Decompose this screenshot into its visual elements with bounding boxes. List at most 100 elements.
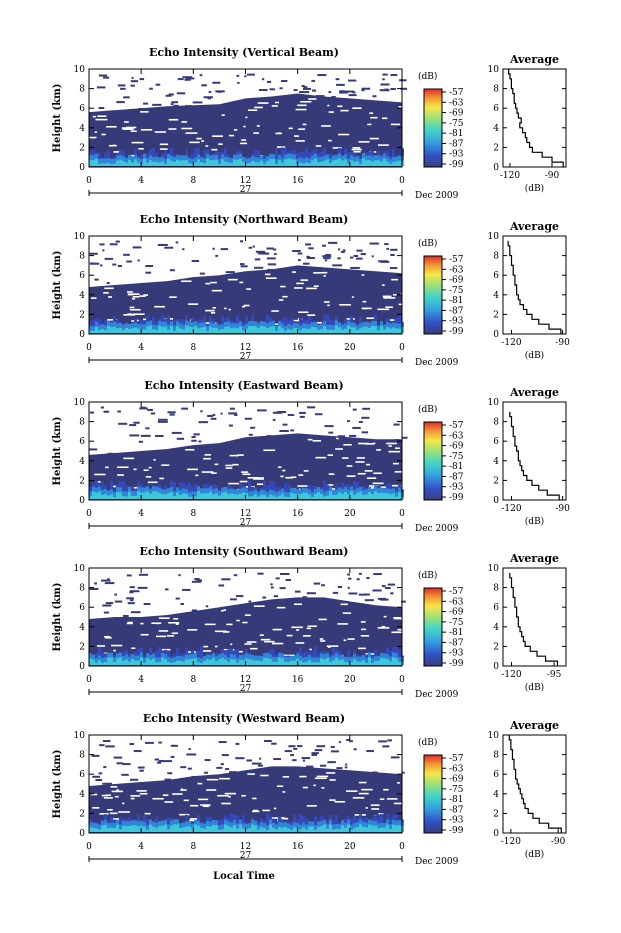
echo-cell (198, 440, 202, 443)
echo-gap (197, 782, 203, 785)
echo-gap (106, 125, 117, 128)
average-y-tick-label: 2 (493, 809, 499, 819)
echo-gap (212, 307, 217, 309)
echo-gap (103, 797, 113, 799)
echo-gap (346, 475, 356, 477)
average-x-tick-label: -90 (545, 171, 560, 181)
echo-gap (355, 461, 365, 463)
echo-gap (140, 633, 149, 636)
echo-gap (95, 118, 108, 121)
echo-cell (390, 592, 394, 595)
echo-cell (212, 413, 216, 416)
echo-gap (211, 289, 223, 292)
echo-cell (344, 766, 348, 769)
echo-gap (264, 273, 271, 276)
date-tick-label: 27 (240, 518, 252, 528)
echo-cell (126, 597, 134, 600)
echo-cell (239, 263, 245, 266)
date-tick-label: 27 (240, 851, 252, 861)
echo-gap (328, 139, 332, 142)
echo-cell (246, 73, 255, 76)
echo-cell (156, 761, 162, 764)
echo-cell (311, 89, 316, 92)
echo-gap (175, 623, 179, 625)
echo-gap (168, 118, 179, 121)
echo-gap (147, 481, 158, 484)
echo-cell (212, 81, 221, 84)
echo-cell (100, 264, 103, 267)
echo-cell (393, 423, 400, 426)
echo-gap (243, 304, 250, 307)
echo-cell (272, 411, 283, 414)
echo-cell (335, 78, 340, 81)
echo-gap (253, 478, 264, 480)
echo-gap (211, 148, 218, 151)
echo-gap (189, 141, 200, 144)
echo-gap (185, 651, 196, 653)
echo-cell (185, 105, 192, 108)
echo-cell (191, 580, 202, 583)
echo-gap (395, 447, 400, 450)
echo-gap (398, 303, 409, 306)
echo-gap (393, 802, 403, 805)
echo-gap (277, 785, 284, 787)
echo-gap (140, 622, 144, 625)
echo-cell (324, 259, 328, 262)
echo-cell (89, 411, 95, 414)
echo-cell (272, 248, 277, 251)
echo-gap (260, 774, 269, 777)
echo-gap (241, 471, 249, 473)
echo-cell (192, 101, 203, 104)
echo-gap (156, 635, 167, 638)
echo-cell (259, 757, 262, 760)
echo-gap (122, 802, 125, 805)
echo-cell (216, 766, 223, 769)
echo-cell (103, 611, 109, 614)
echo-cell (129, 434, 140, 437)
echo-gap (297, 104, 307, 107)
echo-cell (170, 103, 174, 106)
echo-cell (338, 741, 341, 744)
echo-cell (305, 243, 312, 246)
x-tick-label: 8 (190, 509, 196, 519)
echo-cell (387, 739, 392, 742)
echo-gap (107, 319, 118, 321)
x-tick-label: 0 (86, 176, 92, 186)
echo-cell (129, 590, 140, 593)
echo-gap (94, 473, 106, 476)
echo-cell (220, 412, 223, 415)
echo-cell (352, 426, 361, 429)
echo-gap (282, 469, 286, 472)
echo-cells (89, 240, 409, 326)
echo-gap (132, 313, 145, 316)
echo-cell (255, 250, 266, 253)
average-x-tick-label: -90 (555, 504, 570, 514)
echo-gap (327, 304, 330, 307)
echo-cell (266, 435, 272, 438)
average-x-tick-label: -90 (555, 338, 570, 348)
echo-cell (117, 265, 122, 268)
echo-gap (152, 797, 164, 800)
echo-cell (122, 614, 129, 617)
echo-cell (228, 412, 237, 415)
echo-cell (109, 243, 118, 246)
echo-cell (94, 582, 98, 585)
echo-cell (380, 260, 390, 263)
echo-cell (321, 584, 325, 587)
echo-gap (328, 473, 335, 475)
colorbar-tick-label: -63 (449, 431, 464, 441)
echo-gap (190, 818, 200, 820)
echo-cell (342, 249, 346, 252)
echo-cell (98, 772, 103, 775)
echo-gap (376, 449, 381, 451)
echo-cell (117, 410, 121, 413)
echo-gap (89, 136, 97, 139)
echo-gap (298, 128, 306, 130)
echo-gap (108, 144, 117, 147)
echo-gap (294, 287, 303, 289)
echo-gap (273, 807, 277, 810)
y-tick-label: 6 (79, 770, 85, 780)
echo-gap (272, 642, 284, 645)
echo-cell (203, 96, 213, 99)
echo-gap (361, 628, 366, 631)
